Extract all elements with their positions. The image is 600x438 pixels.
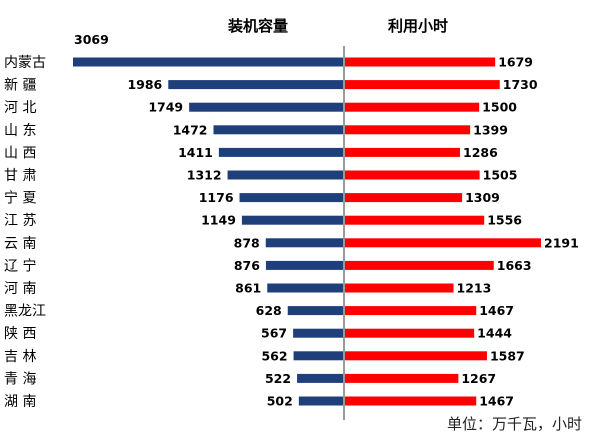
capacity-bar xyxy=(218,147,343,157)
utilization-bar xyxy=(345,80,500,90)
capacity-bar xyxy=(241,215,343,225)
utilization-bars xyxy=(345,57,541,406)
utilization-value-label: 1679 xyxy=(498,55,533,70)
utilization-value-label: 1444 xyxy=(477,326,512,341)
capacity-bar xyxy=(265,238,343,248)
utilization-value-label: 1213 xyxy=(457,281,492,296)
utilization-value-label: 1505 xyxy=(483,168,518,183)
right-series-header: 利用小时 xyxy=(388,17,448,35)
capacity-bar xyxy=(293,328,343,338)
capacity-bar xyxy=(298,396,343,406)
category-label: 宁 夏 xyxy=(4,190,36,207)
utilization-bar xyxy=(345,57,496,67)
unit-caption: 单位：万千瓦，小时 xyxy=(446,415,582,433)
capacity-value-label: 1312 xyxy=(187,168,222,183)
utilization-bar xyxy=(345,238,541,248)
utilization-bar xyxy=(345,102,480,112)
category-label: 江 苏 xyxy=(4,213,36,229)
capacity-bar xyxy=(189,102,343,112)
capacity-bar xyxy=(265,260,343,270)
utilization-bar xyxy=(345,306,477,316)
category-label: 青 海 xyxy=(4,371,36,387)
capacity-value-label: 3069 xyxy=(74,32,109,47)
utilization-value-label: 1267 xyxy=(461,371,496,386)
capacity-value-label: 861 xyxy=(235,281,261,296)
capacity-value-label: 1411 xyxy=(178,145,213,160)
utilization-value-label: 1467 xyxy=(479,303,514,318)
capacity-value-label: 876 xyxy=(234,258,260,273)
capacity-value-label: 1986 xyxy=(127,77,162,92)
capacity-bar xyxy=(239,193,343,203)
category-label: 河 南 xyxy=(4,281,36,297)
capacity-bar xyxy=(287,306,343,316)
capacity-value-label: 522 xyxy=(265,371,291,386)
utilization-value-label: 1286 xyxy=(463,145,498,160)
capacity-bar xyxy=(267,283,343,293)
capacity-bar xyxy=(213,125,343,135)
capacity-value-label: 567 xyxy=(261,326,287,341)
capacity-value-label: 1176 xyxy=(199,190,234,205)
utilization-value-label: 1587 xyxy=(490,348,525,363)
utilization-bar xyxy=(345,193,463,203)
utilization-value-label: 1556 xyxy=(487,213,522,228)
utilization-value-label: 1309 xyxy=(465,190,500,205)
utilization-bar xyxy=(345,215,485,225)
utilization-value-label: 2191 xyxy=(544,235,579,250)
left-series-header: 装机容量 xyxy=(227,17,288,35)
capacity-value-label: 1749 xyxy=(148,100,183,115)
capacity-value-label: 1149 xyxy=(201,213,236,228)
category-label: 新 疆 xyxy=(4,78,36,94)
utilization-bar xyxy=(345,170,480,180)
utilization-bar xyxy=(345,283,454,293)
utilization-bar xyxy=(345,147,461,157)
capacity-value-label: 1472 xyxy=(173,122,208,137)
category-label: 云 南 xyxy=(4,236,36,252)
utilization-value-label: 1730 xyxy=(503,77,538,92)
utilization-bar xyxy=(345,125,471,135)
utilization-bar xyxy=(345,396,477,406)
category-label: 河 北 xyxy=(4,100,36,116)
utilization-value-label: 1467 xyxy=(479,394,514,409)
category-label: 内蒙古 xyxy=(4,55,46,71)
category-label: 黑龙江 xyxy=(4,304,46,320)
utilization-bar xyxy=(345,260,494,270)
capacity-value-label: 878 xyxy=(234,235,260,250)
utilization-bar xyxy=(345,328,475,338)
category-label: 湖 南 xyxy=(4,394,36,410)
capacity-bar xyxy=(297,373,343,383)
capacity-bar xyxy=(293,351,343,361)
utilization-bar xyxy=(345,373,459,383)
utilization-bar xyxy=(345,351,487,361)
capacity-value-label: 628 xyxy=(256,303,282,318)
value-labels: 3069 1679 1986 1730 1749 1500 1472 1399 1411 1286… xyxy=(74,32,579,409)
capacity-bar xyxy=(168,80,343,90)
utilization-value-label: 1500 xyxy=(482,100,517,115)
category-label: 陕 西 xyxy=(4,326,36,342)
category-label: 吉 林 xyxy=(4,349,36,365)
capacity-value-label: 562 xyxy=(261,348,287,363)
utilization-value-label: 1663 xyxy=(497,258,532,273)
category-label: 山 西 xyxy=(4,145,36,161)
capacity-bar xyxy=(227,170,343,180)
category-label: 甘 肃 xyxy=(4,168,36,184)
capacity-bars xyxy=(73,57,343,406)
category-label: 山 东 xyxy=(4,123,36,139)
utilization-value-label: 1399 xyxy=(473,122,508,137)
capacity-value-label: 502 xyxy=(267,394,293,409)
capacity-bar xyxy=(73,57,343,67)
category-label: 辽 宁 xyxy=(4,257,36,274)
